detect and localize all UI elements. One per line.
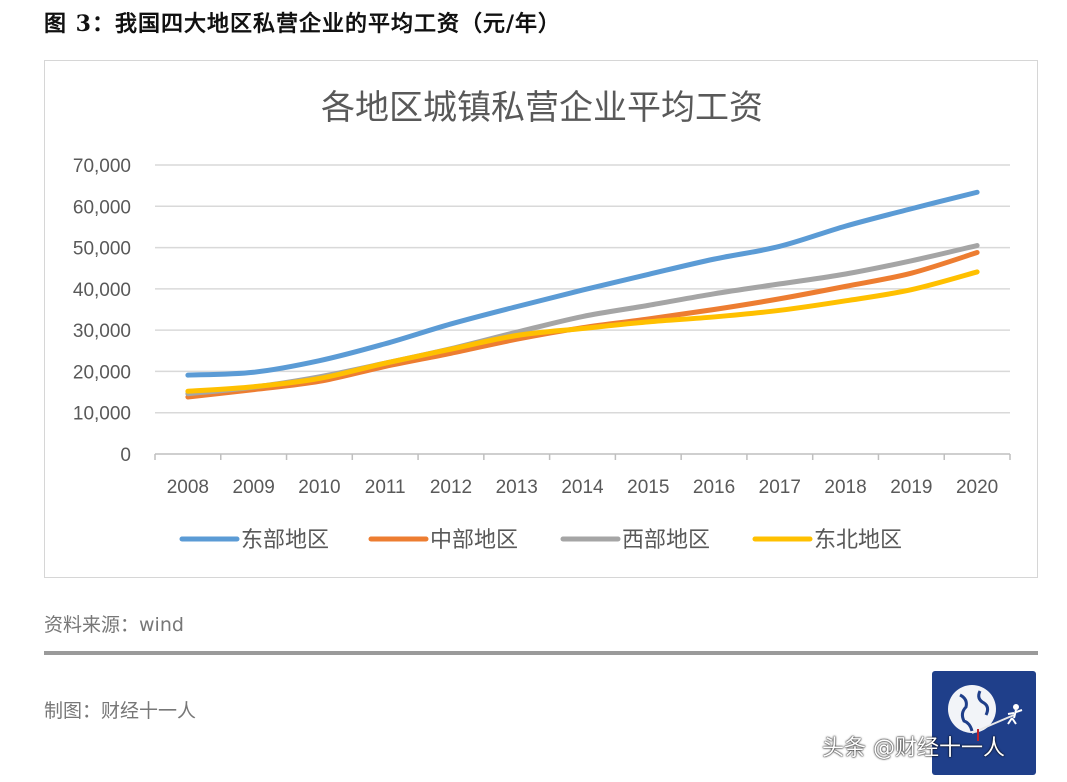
x-tick-label: 2010	[298, 477, 340, 498]
x-tick-label: 2016	[693, 477, 735, 498]
x-tick-label: 2015	[627, 477, 669, 498]
figure-title: 图 3：我国四大地区私营企业的平均工资（元/年）	[44, 11, 562, 37]
x-tick-label: 2014	[561, 477, 604, 498]
divider	[44, 651, 1038, 655]
chart-container: 各地区城镇私营企业平均工资 0 10,000 20,000 30,000 40,000 50…	[44, 60, 1038, 578]
series-line-northeast	[185, 269, 980, 394]
source-note: 资料来源：wind	[44, 614, 184, 636]
series-line-central	[185, 250, 980, 400]
y-tick-label: 30,000	[73, 321, 131, 342]
y-tick-label: 0	[120, 445, 131, 466]
chart-title: 各地区城镇私营企业平均工资	[321, 88, 763, 128]
y-tick-label: 40,000	[73, 280, 131, 301]
x-tick-label: 2020	[956, 477, 998, 498]
globe-icon	[948, 685, 1023, 741]
x-tick-label: 2009	[233, 477, 275, 498]
legend-label-east: 东部地区	[241, 528, 329, 553]
legend-label-central: 中部地区	[430, 528, 518, 553]
x-tick-label: 2019	[890, 477, 932, 498]
x-tick-label: 2013	[496, 477, 538, 498]
y-tick-label: 70,000	[73, 156, 131, 177]
x-tick-label: 2011	[365, 477, 406, 498]
legend-label-northeast: 东北地区	[814, 528, 902, 553]
x-tick-label: 2018	[824, 477, 866, 498]
legend-label-west: 西部地区	[622, 528, 710, 553]
y-tick-label: 10,000	[73, 404, 131, 425]
series-line-east	[185, 189, 980, 378]
line-chart: 各地区城镇私营企业平均工资 0 10,000 20,000 30,000 40,000 50…	[73, 88, 1011, 553]
y-tick-label: 60,000	[73, 197, 131, 218]
y-tick-label: 50,000	[73, 239, 131, 260]
brand-logo	[932, 671, 1036, 775]
x-tick-label: 2012	[430, 477, 472, 498]
x-tick-label: 2017	[759, 477, 801, 498]
watermark: 头条 @财经十一人	[822, 736, 1005, 761]
x-tick-label: 2008	[167, 477, 209, 498]
author-note: 制图：财经十一人	[44, 700, 197, 722]
y-tick-label: 20,000	[73, 362, 131, 383]
